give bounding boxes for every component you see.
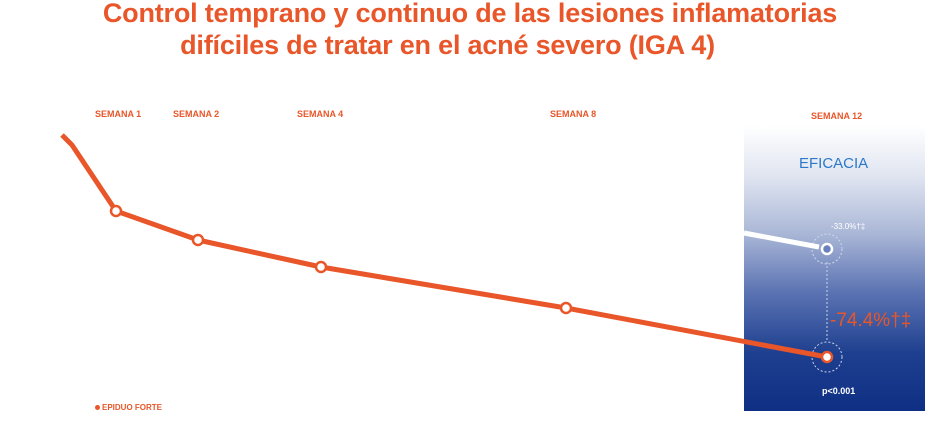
comparator-marker-week-12 xyxy=(820,242,834,256)
comparator-halo xyxy=(811,233,843,265)
p-value-label: p<0.001 xyxy=(822,386,856,396)
week-label-2: SEMANA 2 xyxy=(173,109,220,119)
epiduo-marker-week-1 xyxy=(109,204,123,218)
week-label-12: SEMANA 12 xyxy=(811,111,863,121)
epiduo-halo xyxy=(811,341,843,373)
epiduo-marker-week-2 xyxy=(191,233,205,247)
legend: EPIDUO FORTE xyxy=(95,403,162,412)
epiduo-marker-week-12 xyxy=(820,350,834,364)
epiduo-marker-week-8 xyxy=(559,301,573,315)
comparator-line xyxy=(743,230,820,250)
epiduo-value-label: -74.4%†‡ xyxy=(830,310,912,331)
efficacy-heading: EFICACIA xyxy=(799,155,869,172)
efficacy-panel xyxy=(744,126,925,411)
legend-swatch xyxy=(95,405,100,410)
week-label-1: SEMANA 1 xyxy=(95,109,142,119)
comparator-value-label: -33.0%†‡ xyxy=(831,222,866,231)
chart-title-line-1: Control temprano y continuo de las lesio… xyxy=(102,0,838,28)
legend-label: EPIDUO FORTE xyxy=(102,403,163,412)
epiduo-forte-line xyxy=(60,133,828,360)
week-label-4: SEMANA 4 xyxy=(297,109,344,119)
epiduo-marker-week-4 xyxy=(314,260,328,274)
week-label-8: SEMANA 8 xyxy=(550,109,597,119)
chart-title-line-2: difíciles de tratar en el acné severo (I… xyxy=(180,30,715,60)
